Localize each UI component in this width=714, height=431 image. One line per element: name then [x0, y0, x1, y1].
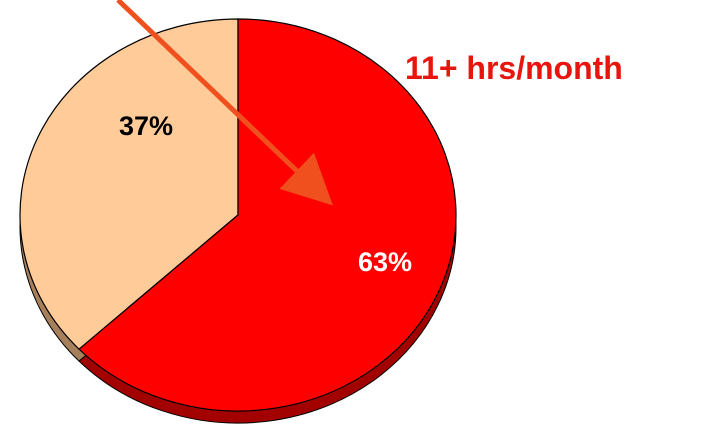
slice-label-1: 37%	[119, 111, 173, 141]
slice-labels: 37% 63%	[119, 111, 412, 277]
callout-arrow	[116, 0, 333, 206]
pie-slices	[19, 18, 457, 412]
pie-slice-2	[78, 18, 457, 412]
slice-label-2: 63%	[358, 247, 412, 277]
pie-slice-1	[19, 18, 239, 350]
callout-annotation: 11+ hrs/month	[405, 50, 623, 86]
